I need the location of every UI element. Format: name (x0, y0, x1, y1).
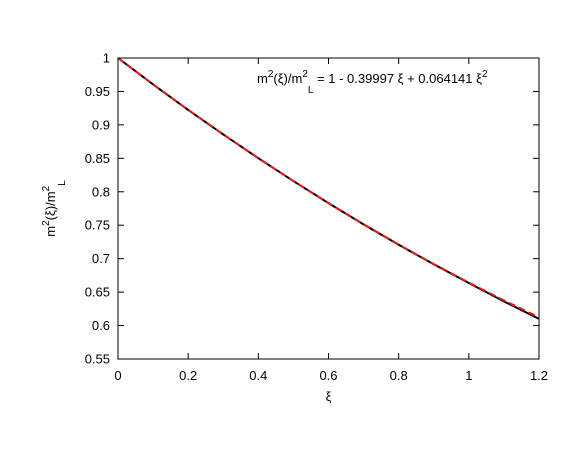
y-label-part: m (43, 226, 58, 237)
annotation: m2(ξ)/m2L = 1 - 0.39997 ξ + 0.064141 ξ2 (257, 69, 488, 96)
annotation-part: m (257, 71, 268, 86)
y-tick-label: 0.7 (92, 251, 110, 266)
y-label-part: L (57, 180, 68, 186)
x-tick-label: 0.2 (179, 368, 197, 383)
data-line (117, 57, 540, 319)
y-tick-label: 1 (103, 51, 110, 66)
y-label-part: 2 (41, 185, 52, 191)
y-tick-label: 0.9 (92, 117, 110, 132)
y-tick-label: 0.8 (92, 184, 110, 199)
annotation-part: 2 (268, 69, 274, 80)
x-axis-label: ξ (326, 389, 332, 404)
y-axis-label: m2(ξ)/m2L (41, 180, 68, 237)
x-tick-label: 0.8 (390, 368, 408, 383)
annotation-part: L (308, 85, 314, 96)
annotation-part: = 1 - 0.39997 ξ + 0.064141 ξ (313, 71, 482, 86)
y-tick-label: 0.6 (92, 318, 110, 333)
y-tick-label: 0.75 (85, 218, 110, 233)
annotation-part: 2 (302, 69, 308, 80)
x-tick-label: 1.2 (530, 368, 548, 383)
x-tick-label: 0 (114, 368, 121, 383)
y-tick-label: 0.95 (85, 84, 110, 99)
annotation-part: (ξ)/m (273, 71, 302, 86)
x-tick-label: 1 (465, 368, 472, 383)
y-label-part: (ξ)/m (43, 191, 58, 220)
y-tick-label: 0.55 (85, 352, 110, 367)
y-label-part: 2 (41, 220, 52, 226)
annotation-part: 2 (482, 69, 488, 80)
x-tick-label: 0.6 (319, 368, 337, 383)
y-tick-label: 0.65 (85, 285, 110, 300)
plot-border (117, 57, 540, 360)
y-tick-label: 0.85 (85, 151, 110, 166)
x-tick-label: 0.4 (249, 368, 267, 383)
